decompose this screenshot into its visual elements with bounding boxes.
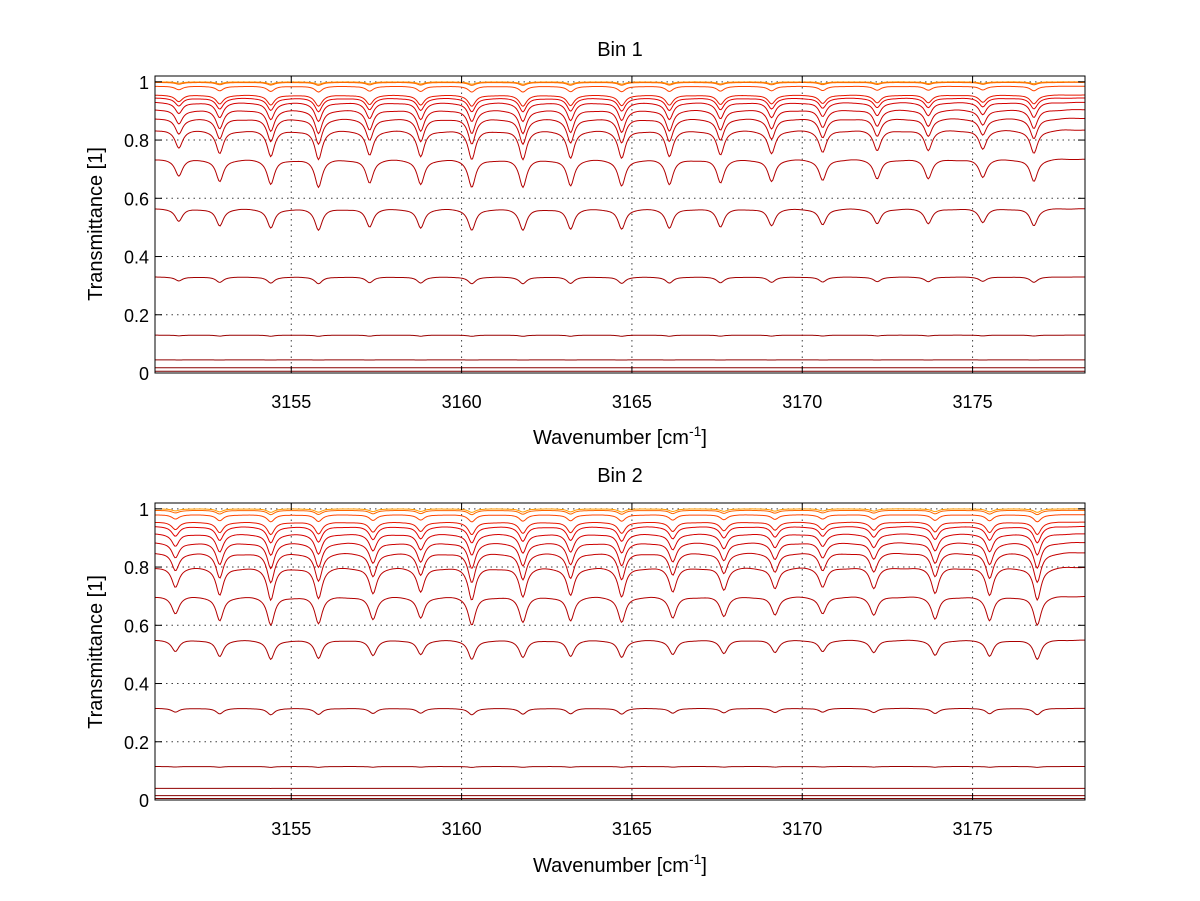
series-trace [154, 542, 1085, 570]
series-trace [154, 639, 1085, 661]
series-trace [154, 158, 1086, 189]
series-trace [154, 552, 1086, 584]
series-trace [154, 533, 1086, 557]
x-tick-label: 3170 [782, 392, 822, 412]
series-trace [154, 526, 1086, 544]
y-tick-label: 0 [139, 364, 149, 384]
y-tick-label: 0.6 [124, 189, 149, 209]
series-trace [154, 109, 1086, 135]
x-axis-label-close: ] [701, 855, 707, 877]
axes-bin-2: 3155 3160 3165 3170 3175 0 0.2 0.4 0.6 0.8 1 Bin 2… [85, 465, 1086, 877]
y-tick-label: 0.2 [124, 733, 149, 753]
x-tick-label: 3160 [442, 819, 482, 839]
y-tick-label: 1 [139, 73, 149, 93]
series-trace [154, 208, 1086, 232]
y-tick-label: 0.8 [124, 131, 149, 151]
series-trace [155, 334, 1085, 337]
x-axis-label-sup: -1 [689, 423, 702, 439]
series-trace [154, 276, 1086, 285]
x-axis-label-text: Wavenumber [cm [533, 855, 689, 877]
series-trace [154, 509, 1085, 516]
y-tick-label: 0.4 [124, 675, 149, 695]
series-trace [154, 566, 1086, 602]
x-tick-label: 3175 [953, 392, 993, 412]
series-trace [155, 85, 1086, 93]
series-trace [154, 81, 1085, 86]
series-trace [154, 81, 1085, 85]
x-tick-label: 3155 [271, 392, 311, 412]
y-tick-label: 0.4 [124, 248, 149, 268]
x-axis-label-text: Wavenumber [cm [533, 427, 689, 449]
ticks-bin-1: 3155 3160 3165 3170 3175 0 0.2 0.4 0.6 0.8 1 [124, 73, 1085, 412]
x-axis-label-close: ] [701, 427, 707, 449]
y-axis-label-bin-1: Transmittance [1] [85, 147, 107, 301]
y-tick-label: 1 [139, 500, 149, 520]
series-trace [154, 766, 1085, 768]
axes-frame-bin-2 [154, 502, 1086, 801]
x-tick-label: 3155 [271, 819, 311, 839]
x-axis-label-sup: -1 [689, 851, 702, 867]
axes-frame-bin-1 [154, 75, 1086, 374]
y-tick-label: 0.6 [124, 616, 149, 636]
ticks-bin-2: 3155 3160 3165 3170 3175 0 0.2 0.4 0.6 0.8 1 [124, 500, 1085, 839]
x-tick-label: 3160 [442, 392, 482, 412]
x-axis-label-bin-2: Wavenumber [cm-1] [533, 851, 707, 877]
x-tick-label: 3165 [612, 392, 652, 412]
series-trace [154, 97, 1086, 113]
series-trace [155, 94, 1086, 107]
x-tick-label: 3170 [782, 819, 822, 839]
chart-title-bin-1: Bin 1 [597, 39, 643, 61]
y-tick-label: 0.8 [124, 558, 149, 578]
series-trace [154, 101, 1086, 123]
traces-bin-2 [154, 508, 1086, 800]
traces-bin-1 [154, 81, 1086, 372]
x-tick-label: 3165 [612, 819, 652, 839]
y-tick-label: 0.2 [124, 306, 149, 326]
series-trace [154, 117, 1086, 146]
series-trace [154, 129, 1086, 161]
chart-title-bin-2: Bin 2 [597, 465, 643, 487]
series-trace [154, 514, 1086, 523]
series-trace [154, 595, 1086, 627]
y-axis-label-bin-2: Transmittance [1] [85, 575, 107, 729]
series-trace [154, 521, 1086, 536]
series-trace [154, 508, 1085, 513]
x-tick-label: 3175 [953, 819, 993, 839]
x-axis-label-bin-1: Wavenumber [cm-1] [533, 423, 707, 449]
y-tick-label: 0 [139, 791, 149, 811]
series-trace [154, 707, 1085, 716]
axes-bin-1: 3155 3160 3165 3170 3175 0 0.2 0.4 0.6 0.8 1 Bin 1… [85, 39, 1086, 449]
